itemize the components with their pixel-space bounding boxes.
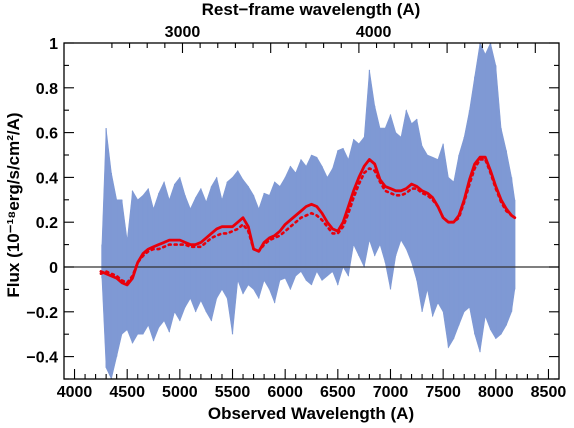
tick-labels-layer: 4000 4500 5000 5500 6000 6500 7000 7500 8000 8500… [26,24,566,401]
x-tick-label: 5500 [215,384,251,401]
top-tick-label: 3000 [165,24,201,41]
model-lines-layer [99,155,517,287]
y-tick-label: 0.2 [36,215,58,232]
x-tick-label: 7000 [373,384,409,401]
y-tick-label: 1 [49,36,58,53]
y-axis-title: Flux (10⁻¹⁸erg/s/cm²/A) [4,112,23,297]
x-tick-label: 7500 [425,384,461,401]
x-axis-title: Observed Wavelength (A) [208,404,414,423]
y-tick-label: 0.4 [36,170,58,187]
spectrum-band-layer [101,43,516,379]
y-tick-label: 0 [49,260,58,277]
model-line-dotted [99,158,517,285]
y-tick-label: −0.2 [26,305,58,322]
x-tick-label: 4000 [57,384,93,401]
x-tick-label: 8500 [531,384,567,401]
y-tick-label: 0.8 [36,81,58,98]
top-tick-label: 4000 [356,24,392,41]
y-tick-label: −0.4 [26,350,58,367]
x-tick-label: 4500 [109,384,145,401]
x-tick-label: 8000 [478,384,514,401]
x-tick-label: 6000 [267,384,303,401]
x-tick-label: 6500 [320,384,356,401]
top-axis-title: Rest−frame wavelength (A) [202,0,421,19]
x-tick-label: 5000 [162,384,198,401]
y-tick-label: 0.6 [36,126,58,143]
plot-frame-layer [63,42,560,380]
ticks-layer [64,42,559,380]
plot-frame [63,42,560,380]
